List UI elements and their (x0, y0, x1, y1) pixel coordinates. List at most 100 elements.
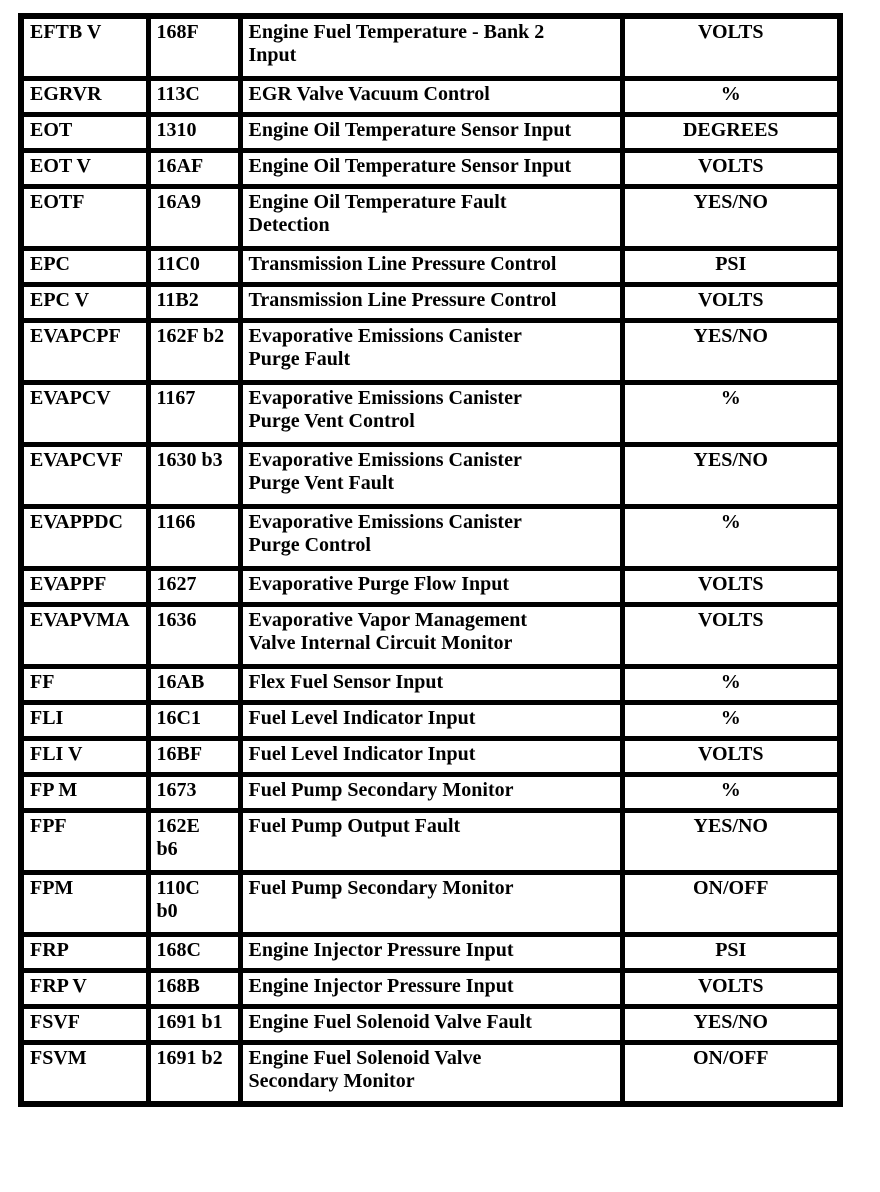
pid-description-cell: Evaporative Emissions Canister Purge Fau… (237, 317, 625, 385)
pid-name-cell: EPC (18, 245, 151, 287)
table-row: EGRVR 113C EGR Valve Vacuum Control% (18, 75, 843, 117)
pid-code-cell: 1310 (145, 111, 243, 153)
pid-name-cell: FRP (18, 931, 151, 973)
pid-name-cell: EVAPCVF (18, 441, 151, 509)
pid-units-cell: VOLTS (619, 735, 843, 777)
pid-units-cell: VOLTS (619, 565, 843, 607)
pid-description-cell: Transmission Line Pressure Control (237, 245, 625, 287)
pid-code-cell: 1673 (145, 771, 243, 813)
pid-description-cell: Engine Oil Temperature Sensor Input (237, 111, 625, 153)
table-row: EVAPPF 1627 Evaporative Purge Flow Input VO… (18, 565, 843, 607)
pid-name-cell: FPM (18, 869, 151, 937)
pid-units-cell: % (619, 771, 843, 813)
pid-units-cell: VOLTS (619, 281, 843, 323)
pid-units-cell: % (619, 663, 843, 705)
pid-description-cell: Fuel Pump Secondary Monitor (237, 869, 625, 937)
pid-code-cell: 162F b2 (145, 317, 243, 385)
pid-code-cell: 11C0 (145, 245, 243, 287)
pid-name-cell: EVAPCPF (18, 317, 151, 385)
pid-units-cell: % (619, 503, 843, 571)
pid-name-cell: FSVF (18, 1003, 151, 1045)
table-row: EOT V 16AF Engine Oil Temperature Sensor I… (18, 147, 843, 189)
pid-units-cell: YES/NO (619, 441, 843, 509)
pid-table-body: EFTB V 168F Engine Fuel Temperature - Bank… (18, 13, 843, 1107)
pid-description-cell: Engine Fuel Solenoid Valve Fault (237, 1003, 625, 1045)
pid-description-cell: Engine Injector Pressure Input (237, 967, 625, 1009)
pid-description-cell: Evaporative Emissions Canister Purge Ven… (237, 379, 625, 447)
pid-units-cell: % (619, 75, 843, 117)
document-page: EFTB V 168F Engine Fuel Temperature - Bank… (18, 13, 843, 1107)
pid-code-cell: 11B2 (145, 281, 243, 323)
table-row: EPC 11C0 Transmission Line Pressure Contro… (18, 245, 843, 287)
table-row: EVAPCV 1167 Evaporative Emissions Canister… (18, 379, 843, 447)
pid-units-cell: ON/OFF (619, 869, 843, 937)
pid-description-cell: Transmission Line Pressure Control (237, 281, 625, 323)
pid-description-cell: Fuel Pump Secondary Monitor (237, 771, 625, 813)
pid-units-cell: ON/OFF (619, 1039, 843, 1107)
pid-units-cell: VOLTS (619, 13, 843, 81)
table-row: EOTF 16A9 Engine Oil Temperature Fault Det… (18, 183, 843, 251)
pid-description-cell: Evaporative Emissions Canister Purge Ven… (237, 441, 625, 509)
pid-name-cell: EFTB V (18, 13, 151, 81)
pid-code-cell: 1166 (145, 503, 243, 571)
pid-description-cell: Engine Injector Pressure Input (237, 931, 625, 973)
pid-code-cell: 110C b0 (145, 869, 243, 937)
pid-code-cell: 1627 (145, 565, 243, 607)
pid-name-cell: FRP V (18, 967, 151, 1009)
pid-units-cell: YES/NO (619, 317, 843, 385)
pid-code-cell: 1636 (145, 601, 243, 669)
pid-units-cell: YES/NO (619, 1003, 843, 1045)
pid-code-cell: 168B (145, 967, 243, 1009)
pid-code-cell: 113C (145, 75, 243, 117)
pid-units-cell: DEGREES (619, 111, 843, 153)
pid-table: EFTB V 168F Engine Fuel Temperature - Bank… (18, 13, 843, 1107)
pid-name-cell: EOT (18, 111, 151, 153)
pid-name-cell: FLI V (18, 735, 151, 777)
pid-description-cell: Evaporative Vapor Management Valve Inter… (237, 601, 625, 669)
pid-units-cell: YES/NO (619, 183, 843, 251)
pid-code-cell: 1630 b3 (145, 441, 243, 509)
table-row: FP M 1673 Fuel Pump Secondary Monitor% (18, 771, 843, 813)
table-row: FRP V 168B Engine Injector Pressure Input V… (18, 967, 843, 1009)
pid-name-cell: FSVM (18, 1039, 151, 1107)
pid-name-cell: EVAPVMA (18, 601, 151, 669)
pid-name-cell: FLI (18, 699, 151, 741)
pid-code-cell: 1691 b2 (145, 1039, 243, 1107)
pid-units-cell: VOLTS (619, 967, 843, 1009)
pid-code-cell: 16A9 (145, 183, 243, 251)
pid-description-cell: Engine Fuel Solenoid Valve Secondary Mon… (237, 1039, 625, 1107)
pid-code-cell: 1167 (145, 379, 243, 447)
table-row: EVAPVMA 1636 Evaporative Vapor Management … (18, 601, 843, 669)
pid-code-cell: 1691 b1 (145, 1003, 243, 1045)
pid-description-cell: Engine Oil Temperature Sensor Input (237, 147, 625, 189)
pid-name-cell: EOTF (18, 183, 151, 251)
pid-description-cell: Evaporative Emissions Canister Purge Con… (237, 503, 625, 571)
pid-units-cell: VOLTS (619, 601, 843, 669)
pid-code-cell: 16AB (145, 663, 243, 705)
pid-code-cell: 162E b6 (145, 807, 243, 875)
pid-name-cell: FF (18, 663, 151, 705)
pid-units-cell: % (619, 379, 843, 447)
table-row: EFTB V 168F Engine Fuel Temperature - Bank… (18, 13, 843, 81)
pid-code-cell: 16AF (145, 147, 243, 189)
table-row: EPC V 11B2 Transmission Line Pressure Cont… (18, 281, 843, 323)
table-row: FRP 168C Engine Injector Pressure Input PSI (18, 931, 843, 973)
pid-description-cell: Engine Oil Temperature Fault Detection (237, 183, 625, 251)
table-row: FSVM 1691 b2 Engine Fuel Solenoid Valve Se… (18, 1039, 843, 1107)
pid-description-cell: Fuel Level Indicator Input (237, 699, 625, 741)
pid-name-cell: EVAPPF (18, 565, 151, 607)
table-row: EVAPPDC 1166 Evaporative Emissions Caniste… (18, 503, 843, 571)
pid-description-cell: Fuel Pump Output Fault (237, 807, 625, 875)
pid-units-cell: VOLTS (619, 147, 843, 189)
pid-description-cell: EGR Valve Vacuum Control (237, 75, 625, 117)
table-row: FSVF 1691 b1 Engine Fuel Solenoid Valve Fa… (18, 1003, 843, 1045)
pid-units-cell: YES/NO (619, 807, 843, 875)
table-row: EVAPCVF 1630 b3 Evaporative Emissions Cani… (18, 441, 843, 509)
pid-code-cell: 16BF (145, 735, 243, 777)
table-row: EOT 1310 Engine Oil Temperature Sensor Inp… (18, 111, 843, 153)
pid-name-cell: FPF (18, 807, 151, 875)
pid-name-cell: EPC V (18, 281, 151, 323)
pid-name-cell: EVAPPDC (18, 503, 151, 571)
pid-code-cell: 168F (145, 13, 243, 81)
table-row: EVAPCPF 162F b2 Evaporative Emissions Cani… (18, 317, 843, 385)
